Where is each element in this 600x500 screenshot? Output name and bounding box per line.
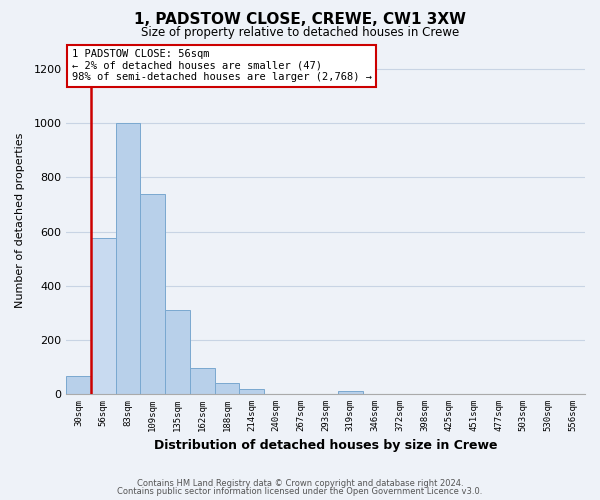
X-axis label: Distribution of detached houses by size in Crewe: Distribution of detached houses by size …	[154, 440, 497, 452]
Text: 1, PADSTOW CLOSE, CREWE, CW1 3XW: 1, PADSTOW CLOSE, CREWE, CW1 3XW	[134, 12, 466, 28]
Y-axis label: Number of detached properties: Number of detached properties	[15, 133, 25, 308]
Bar	[67, 376, 91, 394]
Bar	[116, 124, 140, 394]
Text: Contains public sector information licensed under the Open Government Licence v3: Contains public sector information licen…	[118, 487, 482, 496]
Text: Contains HM Land Registry data © Crown copyright and database right 2024.: Contains HM Land Registry data © Crown c…	[137, 478, 463, 488]
Bar	[215, 383, 239, 394]
Bar	[190, 368, 215, 394]
Bar	[165, 310, 190, 394]
Text: Size of property relative to detached houses in Crewe: Size of property relative to detached ho…	[141, 26, 459, 39]
Bar	[338, 392, 363, 394]
Text: 1 PADSTOW CLOSE: 56sqm
← 2% of detached houses are smaller (47)
98% of semi-deta: 1 PADSTOW CLOSE: 56sqm ← 2% of detached …	[71, 49, 371, 82]
Bar	[239, 388, 264, 394]
Bar	[91, 238, 116, 394]
Bar	[140, 194, 165, 394]
